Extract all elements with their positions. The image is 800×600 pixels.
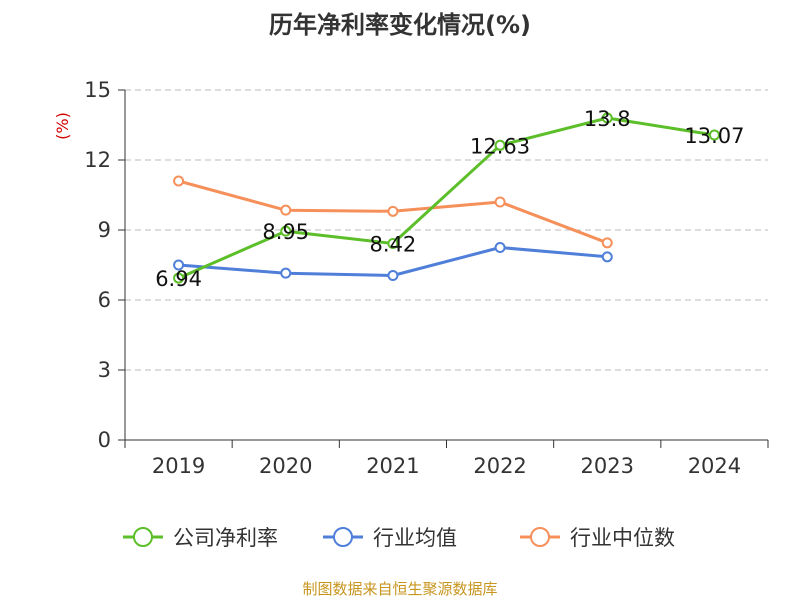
point-2-2022[interactable] xyxy=(494,196,506,208)
legend-label: 行业均值 xyxy=(373,526,457,550)
x-tick-label-2021: 2021 xyxy=(366,454,419,478)
series-layer xyxy=(173,112,720,284)
point-0-2020[interactable] xyxy=(280,225,292,237)
data-label-2023: 13.8 xyxy=(584,107,631,131)
legend[interactable]: 公司净利率 行业均值 行业中位数 xyxy=(123,526,675,550)
point-1-2022[interactable] xyxy=(494,242,506,253)
legend-label: 行业中位数 xyxy=(570,526,675,550)
point-0-2022[interactable] xyxy=(494,139,506,151)
point-0-2021[interactable] xyxy=(387,238,399,250)
y-tick-label-9: 9 xyxy=(98,218,111,242)
data-labels: 6.94 8.95 8.42 12.63 13.8 13.07 xyxy=(155,107,744,291)
point-2-2019[interactable] xyxy=(173,175,185,187)
grid-lines xyxy=(125,89,768,371)
point-1-2019[interactable] xyxy=(173,259,185,271)
chart-title: 历年净利率变化情况(%) xyxy=(269,11,531,39)
legend-item-0[interactable]: 公司净利率 xyxy=(123,526,278,550)
legend-item-2[interactable]: 行业中位数 xyxy=(520,526,675,550)
y-tick-label-15: 15 xyxy=(84,78,111,102)
x-tick-label-2019: 2019 xyxy=(152,454,205,478)
x-tick-label-2020: 2020 xyxy=(259,454,312,478)
point-1-2023[interactable] xyxy=(601,251,613,263)
point-0-2024[interactable] xyxy=(708,129,720,141)
x-tick-label-2022: 2022 xyxy=(473,454,526,478)
data-label-2019: 6.94 xyxy=(155,267,202,291)
data-label-2022: 12.63 xyxy=(470,134,530,158)
legend-label: 公司净利率 xyxy=(173,526,278,550)
point-0-2019[interactable] xyxy=(173,272,185,284)
y-tick-label-12: 12 xyxy=(84,148,111,172)
x-tick-label-2024: 2024 xyxy=(688,454,741,478)
point-2-2021[interactable] xyxy=(387,205,399,217)
y-axis-unit: (%) xyxy=(53,112,72,140)
data-label-2020: 8.95 xyxy=(262,220,309,244)
data-label-2024: 13.07 xyxy=(684,124,744,148)
tick-labels: 0 3 6 9 12 15 2019 2020 2021 2022 2023 2024 xyxy=(84,78,741,478)
legend-swatch-marker xyxy=(133,527,153,547)
series-line-0 xyxy=(177,116,715,280)
data-label-2021: 8.42 xyxy=(370,233,417,257)
axes xyxy=(118,89,769,448)
point-1-2021[interactable] xyxy=(387,270,399,281)
legend-item-1[interactable]: 行业均值 xyxy=(323,526,457,550)
point-1-2020[interactable] xyxy=(280,267,292,279)
source-note: 制图数据来自恒生聚源数据库 xyxy=(302,580,497,598)
y-tick-label-6: 6 xyxy=(98,288,111,312)
y-tick-label-0: 0 xyxy=(98,428,111,452)
legend-swatch-marker xyxy=(530,527,550,547)
legend-swatch-marker xyxy=(333,527,353,547)
point-0-2023[interactable] xyxy=(601,112,613,124)
point-2-2023[interactable] xyxy=(601,237,613,249)
x-tick-label-2023: 2023 xyxy=(581,454,634,478)
point-2-2020[interactable] xyxy=(280,204,292,216)
y-tick-label-3: 3 xyxy=(98,358,111,382)
